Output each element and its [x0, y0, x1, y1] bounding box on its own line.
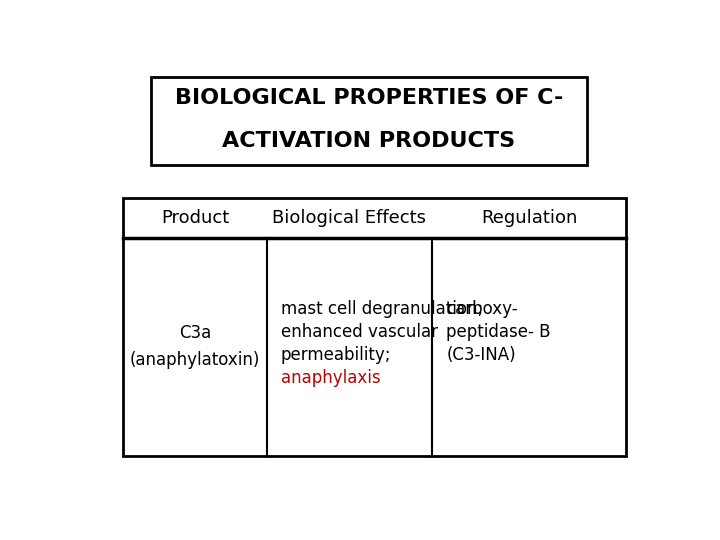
Text: BIOLOGICAL PROPERTIES OF C-: BIOLOGICAL PROPERTIES OF C-: [175, 88, 563, 108]
FancyBboxPatch shape: [124, 198, 626, 456]
Text: peptidase- B: peptidase- B: [446, 323, 551, 341]
Text: ACTIVATION PRODUCTS: ACTIVATION PRODUCTS: [222, 131, 516, 151]
Text: carboxy-: carboxy-: [446, 300, 518, 318]
FancyBboxPatch shape: [151, 77, 587, 165]
Text: Biological Effects: Biological Effects: [272, 209, 426, 227]
Text: permeability;: permeability;: [281, 346, 391, 364]
Text: mast cell degranulation;: mast cell degranulation;: [281, 300, 483, 318]
Text: anaphylaxis: anaphylaxis: [281, 369, 380, 387]
Text: (anaphylatoxin): (anaphylatoxin): [130, 351, 260, 369]
Text: C3a: C3a: [179, 325, 211, 342]
Text: Regulation: Regulation: [481, 209, 577, 227]
Text: Product: Product: [161, 209, 229, 227]
Text: enhanced vascular: enhanced vascular: [281, 323, 438, 341]
Text: (C3-INA): (C3-INA): [446, 346, 516, 364]
